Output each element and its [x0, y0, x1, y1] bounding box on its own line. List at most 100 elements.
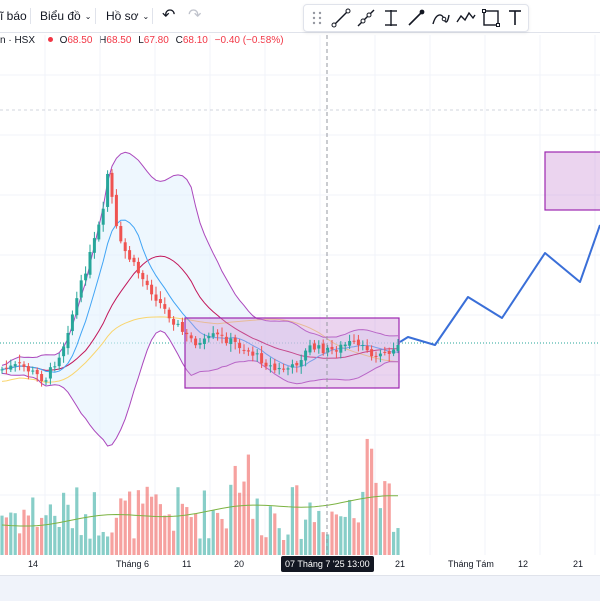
curve-icon[interactable]	[430, 7, 452, 29]
drawing-toolbar	[303, 4, 529, 32]
volume-bar	[62, 492, 66, 555]
volume-bar	[374, 482, 378, 555]
candle-body	[84, 273, 88, 281]
low-label: L	[138, 35, 144, 46]
candle-body	[119, 226, 123, 242]
volume-bar	[233, 465, 237, 555]
volume-bar	[396, 528, 400, 555]
volume-bar	[44, 515, 48, 555]
volume-bar	[132, 538, 136, 555]
target-zone[interactable]	[544, 151, 600, 211]
candle-body	[57, 357, 61, 367]
time-tick: Tháng 6	[116, 559, 150, 569]
candle-body	[220, 334, 224, 336]
candle-body	[229, 338, 233, 345]
chevron-down-icon: ⌄	[84, 12, 92, 21]
volume-bar	[220, 518, 224, 555]
projection-path[interactable]	[399, 224, 600, 346]
time-tick: 12	[518, 559, 529, 569]
profile-menu[interactable]: Hồ sơ ⌄	[106, 0, 149, 32]
candle-body	[299, 360, 303, 367]
volume-bar	[35, 526, 39, 555]
volume-bar	[198, 538, 202, 555]
volume-bar	[57, 526, 61, 555]
candle-body	[44, 380, 48, 382]
volume-bar	[141, 503, 145, 555]
toolbar-divider	[152, 8, 153, 24]
candle-body	[224, 336, 228, 344]
trend-line-icon[interactable]	[330, 7, 352, 29]
candle-body	[374, 355, 378, 357]
candle-body	[75, 298, 79, 316]
candle-body	[88, 252, 92, 275]
candle-body	[62, 346, 66, 357]
chart-menu[interactable]: Biểu đồ ⌄	[40, 0, 91, 32]
redo-icon[interactable]: ↷	[188, 7, 202, 24]
top-toolbar: ĩ báo Biểu đồ ⌄ Hồ sơ ⌄ ↶ ↷	[0, 0, 600, 33]
candle-body	[79, 280, 83, 298]
candle-body	[387, 351, 391, 354]
time-tick: Tháng Tám	[448, 559, 494, 569]
volume-moving-average	[1, 495, 398, 527]
consolidation-zone[interactable]	[184, 317, 400, 389]
candle-body	[97, 224, 101, 240]
candle-body	[211, 333, 215, 337]
candle-body	[22, 364, 26, 367]
volume-bar	[128, 491, 132, 555]
candle-body	[145, 280, 149, 286]
volume-bar	[255, 498, 259, 555]
toolbar-divider	[30, 8, 31, 24]
volume-bar	[299, 538, 303, 555]
brush-icon[interactable]	[405, 7, 427, 29]
volume-bar	[216, 512, 220, 555]
text-icon[interactable]	[504, 7, 526, 29]
volume-bar	[150, 496, 154, 555]
bottom-scroll-area[interactable]	[0, 575, 600, 601]
toolbar-divider	[95, 8, 96, 24]
candle-body	[277, 367, 281, 370]
volume-bar	[242, 481, 246, 555]
volume-bar	[172, 530, 176, 555]
change-value: −0.40 (−0.58%)	[214, 35, 284, 46]
polyline-icon[interactable]	[455, 7, 477, 29]
volume-bar	[330, 511, 334, 555]
candle-body	[396, 344, 400, 352]
volume-bar	[317, 510, 321, 555]
candlesticks	[0, 169, 400, 387]
bollinger-band-fill	[2, 152, 398, 447]
candle-body	[255, 353, 259, 355]
volume-bar	[295, 485, 299, 555]
alert-menu[interactable]: ĩ báo	[0, 9, 27, 23]
candle-body	[92, 238, 96, 253]
candle-body	[31, 370, 35, 372]
candle-body	[238, 342, 242, 349]
candle-body	[176, 323, 180, 325]
vertical-line-icon[interactable]	[380, 7, 402, 29]
candle-body	[158, 299, 162, 304]
candle-body	[53, 366, 57, 368]
candle-body	[304, 350, 308, 361]
candle-body	[312, 343, 316, 350]
price-chart[interactable]	[0, 35, 600, 555]
ray-line-icon[interactable]	[355, 7, 377, 29]
candle-body	[48, 367, 52, 379]
volume-bar	[229, 484, 233, 555]
drag-handle-icon[interactable]	[306, 7, 328, 29]
candle-body	[308, 345, 312, 353]
volume-bar	[207, 538, 211, 555]
volume-bar	[92, 492, 96, 555]
candle-body	[189, 335, 193, 339]
high-label: H	[99, 35, 107, 46]
undo-icon[interactable]: ↶	[162, 7, 176, 24]
candle-body	[70, 314, 74, 332]
volume-bar	[383, 481, 387, 555]
candle-body	[114, 194, 118, 227]
rectangle-icon[interactable]	[480, 7, 502, 29]
volume-bar	[273, 513, 277, 555]
volume-bar	[75, 487, 79, 555]
volume-bar	[211, 510, 215, 555]
volume-bar	[110, 532, 114, 555]
candle-body	[110, 172, 114, 197]
candle-body	[330, 346, 334, 350]
volume-bar	[180, 503, 184, 555]
